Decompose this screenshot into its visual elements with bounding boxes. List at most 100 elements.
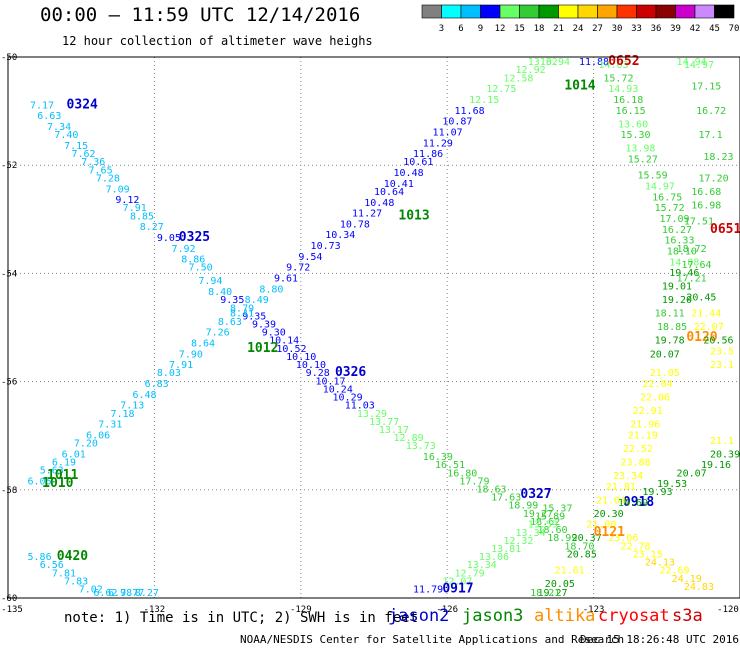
wave-height-value: 17.09: [659, 214, 689, 225]
wave-height-value: 20.56: [703, 336, 733, 347]
wave-height-value: 7.94: [198, 276, 222, 287]
wave-height-value: 23.1: [710, 360, 734, 371]
wave-height-value: 19.27: [523, 509, 553, 520]
wave-height-value: 10.34: [325, 230, 355, 241]
wave-height-value: 21.81: [606, 482, 636, 493]
wave-height-value: 12.75: [486, 84, 516, 95]
wave-height-value: 7.34: [47, 122, 71, 133]
wave-height-value: 13.94: [540, 57, 570, 68]
wave-height-value: 17.20: [699, 173, 729, 184]
legend-label: 24: [573, 24, 584, 34]
y-tick-label: -52: [1, 161, 17, 171]
satellite-name-jason3: jason3: [462, 606, 524, 626]
track-time-label: 1010: [42, 476, 73, 491]
wave-height-value: 7.90: [179, 349, 203, 360]
wave-height-value: 11.79: [413, 585, 443, 596]
wave-height-value: 11.07: [433, 127, 463, 138]
legend-label: 12: [495, 24, 506, 34]
track-time-label: 0420: [57, 549, 88, 564]
footer-timestamp: Dec 15 18:26:48 UTC 2016: [580, 633, 739, 646]
wave-height-value: 10.78: [340, 219, 370, 230]
wave-height-value: 14.97: [645, 182, 675, 193]
wave-height-value: 7.28: [96, 173, 120, 184]
wave-height-value: 12.15: [469, 95, 499, 106]
wave-height-value: 18.23: [703, 152, 733, 163]
wave-height-value: 22.04: [642, 379, 672, 390]
x-tick-label: -123: [583, 605, 605, 615]
wave-height-value: 7.09: [106, 184, 130, 195]
wave-height-value: 7.81: [52, 568, 76, 579]
wave-height-value: 10.87: [442, 117, 472, 128]
legend-swatch: [519, 4, 540, 19]
wave-height-value: 6.98: [108, 588, 132, 599]
wave-height-value: 13.34: [516, 528, 546, 539]
wave-height-value: 13.98: [625, 144, 655, 155]
wave-height-value: 14.88: [669, 257, 699, 268]
satellite-name-altika: altika: [534, 606, 596, 626]
wave-height-value: 12.07: [442, 576, 472, 587]
legend-swatch: [499, 4, 520, 19]
wave-height-value: 24.13: [645, 558, 675, 569]
wave-height-value: 20.85: [567, 549, 597, 560]
wave-height-value: 20.30: [594, 509, 624, 520]
wave-height-value: 18.21: [530, 588, 560, 599]
wave-height-value: 15.27: [628, 154, 658, 165]
y-tick-label: -60: [1, 594, 17, 604]
wave-height-value: 24.19: [672, 574, 702, 585]
legend-label: 21: [553, 24, 564, 34]
wave-height-value: 19.01: [662, 282, 692, 293]
y-tick-label: -54: [1, 269, 17, 279]
wave-height-value: 5.86: [28, 552, 52, 563]
wave-height-value: 16.72: [696, 106, 726, 117]
wave-height-value: 10.10: [296, 360, 326, 371]
wave-height-value: 6.48: [132, 390, 156, 401]
wave-height-value: 13.60: [618, 119, 648, 130]
footer-note: note: 1) Time is in UTC; 2) SWH is in fe…: [64, 610, 419, 626]
track-time-label: 0327: [520, 487, 551, 502]
x-tick-label: -129: [290, 605, 312, 615]
wave-height-value: 12.89: [394, 433, 424, 444]
chart-title: 00:00 – 11:59 UTC 12/14/2016: [40, 4, 361, 26]
legend-label: 39: [670, 24, 681, 34]
legend-label: 9: [478, 24, 483, 34]
wave-height-value: 10.41: [384, 179, 414, 190]
wave-height-value: 18.62: [530, 517, 560, 528]
wave-height-value: 10.17: [315, 376, 345, 387]
wave-height-value: 15.59: [638, 171, 668, 182]
wave-height-value: 8.64: [191, 338, 215, 349]
wave-height-value: 8.27: [135, 588, 159, 599]
wave-height-value: 18.60: [537, 525, 567, 536]
wave-height-value: 11.27: [352, 209, 382, 220]
wave-height-value: 6.56: [40, 560, 64, 571]
wave-height-value: 23.88: [620, 457, 650, 468]
x-tick-label: -135: [1, 605, 23, 615]
wave-height-value: 7.02: [79, 585, 103, 596]
track-time-label: 1012: [247, 341, 278, 356]
wave-height-value: 7.20: [74, 439, 98, 450]
wave-height-value: 8.40: [208, 287, 232, 298]
wave-height-value: 8.03: [157, 368, 181, 379]
legend-swatch: [655, 4, 676, 19]
wave-height-value: 19.20: [662, 295, 692, 306]
wave-height-value: 19.16: [701, 460, 731, 471]
wave-height-value: 16.98: [691, 200, 721, 211]
track-time-label: 0918: [623, 495, 654, 510]
wave-height-value: 10.73: [311, 241, 341, 252]
legend-swatch: [558, 4, 579, 19]
legend-label: 6: [458, 24, 463, 34]
wave-height-value: 24.83: [684, 582, 714, 593]
y-tick-label: -56: [1, 378, 17, 388]
wave-height-value: 6.06: [86, 430, 110, 441]
track-time-label: 0917: [442, 582, 473, 597]
legend-label: 33: [631, 24, 642, 34]
wave-height-value: 11.03: [345, 401, 375, 412]
legend-swatch: [421, 4, 442, 19]
wave-height-value: 17.15: [691, 81, 721, 92]
wave-height-value: 16.75: [652, 192, 682, 203]
track-time-label: 1011: [47, 468, 78, 483]
chart-subtitle: 12 hour collection of altimeter wave hei…: [62, 34, 373, 48]
wave-height-value: 15.72: [655, 203, 685, 214]
wave-height-value: 8.27: [140, 222, 164, 233]
track-time-label: 0120: [686, 330, 717, 345]
